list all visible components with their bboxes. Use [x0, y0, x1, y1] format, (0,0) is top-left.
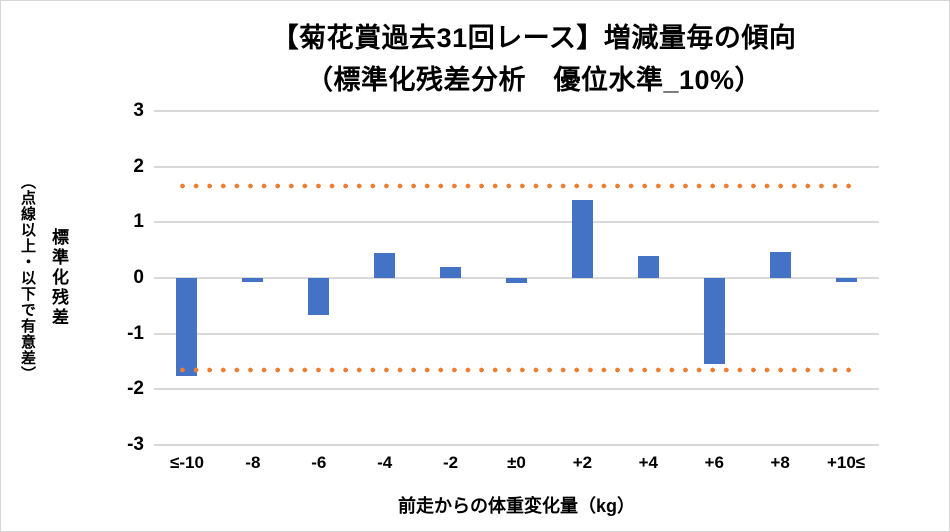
- significance-threshold-line: [179, 366, 854, 373]
- bar: [242, 278, 264, 283]
- significance-threshold-line: [179, 183, 854, 190]
- x-tick-label: ≤-10: [170, 453, 204, 472]
- bar: [374, 252, 396, 278]
- gridline: [154, 388, 879, 391]
- gridline: [154, 332, 879, 335]
- bar: [176, 278, 198, 376]
- chart-title-line2: （標準化残差分析 優位水準_10%）: [305, 65, 763, 95]
- y-axis-title-main: 標準化残差: [49, 228, 68, 328]
- y-axis-title-sub: （点線以上・以下で有意差）: [19, 174, 36, 382]
- bar: [835, 278, 857, 283]
- bar: [571, 199, 593, 278]
- bar: [440, 266, 462, 278]
- x-tick-label: +2: [572, 453, 593, 472]
- x-tick-label: -8: [245, 453, 261, 472]
- bar: [637, 255, 659, 278]
- chart-title: 【菊花賞過去31回レース】増減量毎の傾向 （標準化残差分析 優位水準_10%）: [121, 17, 947, 101]
- y-tick-label: 2: [133, 155, 144, 177]
- gridline: [154, 221, 879, 224]
- x-tick-label: -4: [377, 453, 393, 472]
- gridline: [154, 165, 879, 168]
- x-axis-title: 前走からの体重変化量（kg）: [397, 496, 635, 516]
- gridline: [154, 444, 879, 446]
- y-axis-title: 標準化残差 （点線以上・以下で有意差）: [17, 111, 71, 445]
- bar: [308, 278, 330, 315]
- x-tick-label: ±0: [507, 453, 526, 472]
- x-tick-label: +10≤: [826, 453, 866, 472]
- x-tick-label: +6: [704, 453, 724, 472]
- bar: [506, 278, 527, 283]
- bar: [769, 251, 791, 278]
- y-tick-label: -2: [127, 378, 144, 400]
- bar: [703, 278, 725, 364]
- x-tick-label: -2: [443, 453, 459, 472]
- y-tick-label: 1: [133, 211, 144, 233]
- x-tick-label: +4: [638, 453, 658, 472]
- x-tick-label: -6: [311, 453, 327, 472]
- y-tick-label: -3: [127, 434, 144, 455]
- x-tick-label: +8: [770, 453, 790, 472]
- chart-title-line1: 【菊花賞過去31回レース】増減量毎の傾向: [271, 23, 797, 53]
- y-tick-label: 3: [133, 100, 144, 121]
- y-tick-label: -1: [127, 322, 144, 344]
- y-tick-label: 0: [133, 267, 144, 288]
- gridline: [154, 110, 879, 112]
